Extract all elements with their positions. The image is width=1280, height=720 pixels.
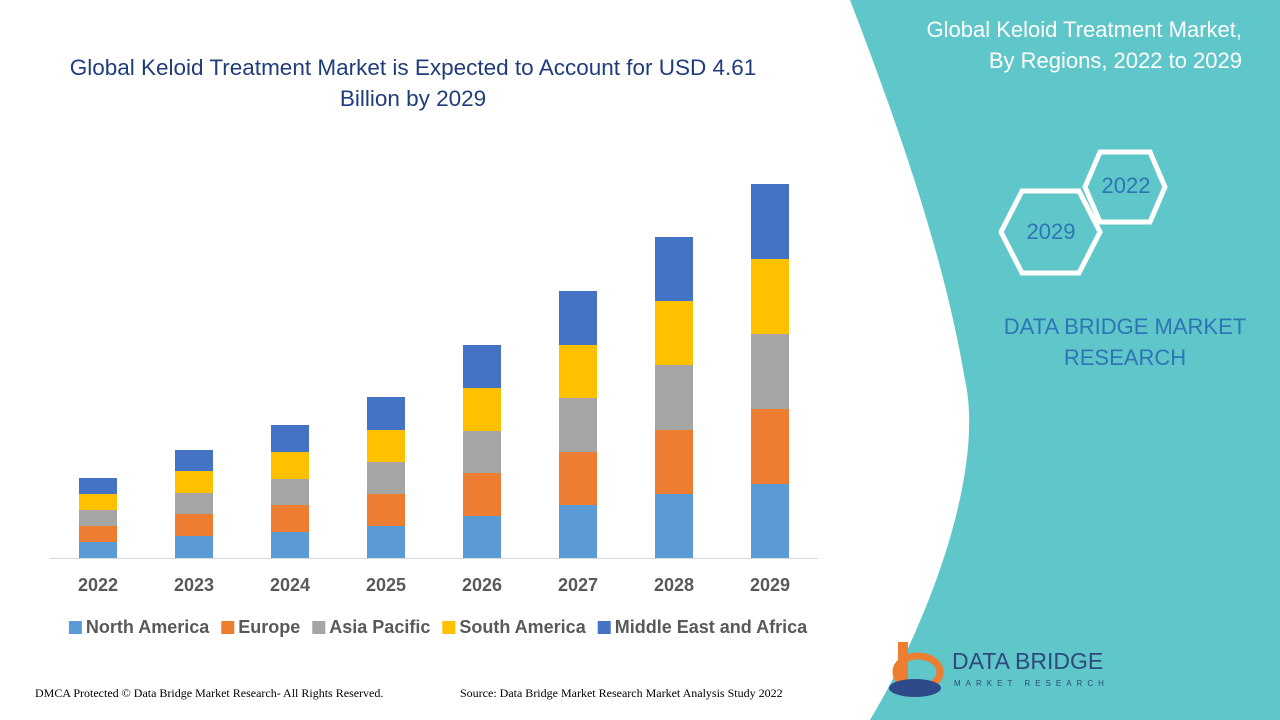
brand: DATA BRIDGE MARKET RESEARCH <box>1003 314 1247 370</box>
legend-label: Asia Pacific <box>329 617 430 637</box>
bar-segment <box>559 291 597 345</box>
bar-segment <box>751 184 789 259</box>
bar-segment <box>79 478 117 494</box>
hexagon <box>998 188 1103 276</box>
legend-label: North America <box>86 617 210 637</box>
bar-segment <box>79 526 117 542</box>
chart-title: Global Keloid Treatment Market is Expect… <box>69 55 757 111</box>
legend-swatch <box>312 621 326 634</box>
logo-mark <box>889 679 941 697</box>
bar-segment <box>463 431 501 473</box>
bar-segment <box>271 532 309 558</box>
footer-right: Source: Data Bridge Market Research Mark… <box>460 686 783 700</box>
bar-segment <box>271 505 309 532</box>
bar-segment <box>655 365 693 430</box>
legend-label: Europe <box>238 617 300 637</box>
bar-segment <box>751 334 789 409</box>
legend-swatch <box>442 621 456 634</box>
x-tick-label: 2026 <box>462 575 502 595</box>
x-tick-label: 2022 <box>78 575 118 595</box>
bar-segment <box>751 409 789 484</box>
logo-tagline: MARKET RESEARCH <box>954 679 1109 688</box>
bar-segment <box>559 345 597 398</box>
bar-segment <box>175 536 213 558</box>
x-tick-label: 2027 <box>558 575 598 595</box>
bar-segment <box>367 494 405 526</box>
bar-segment <box>367 397 405 430</box>
x-tick-label: 2024 <box>270 575 310 595</box>
bar-segment <box>559 452 597 505</box>
bar-segment <box>79 542 117 558</box>
bar-segment <box>463 473 501 516</box>
bar-segment <box>655 430 693 494</box>
logo-name: DATA BRIDGE <box>952 648 1103 674</box>
x-tick-label: 2029 <box>750 575 790 595</box>
legend-swatch <box>221 621 235 634</box>
hexagon-label: 2029 <box>1027 219 1076 244</box>
logo: DATA BRIDGE MARKET RESEARCH <box>889 642 1109 697</box>
bar-segment <box>175 450 213 471</box>
legend-label: Middle East and Africa <box>615 617 808 637</box>
bar-segment <box>367 430 405 462</box>
legend-swatch <box>597 621 611 634</box>
bar-segment <box>655 301 693 365</box>
footer-left: DMCA Protected © Data Bridge Market Rese… <box>35 686 384 700</box>
bar-segment <box>751 484 789 558</box>
bar-segment <box>367 462 405 494</box>
bar-segment <box>655 237 693 301</box>
bar-segment <box>79 494 117 510</box>
bar-segment <box>175 493 213 514</box>
bar-segment <box>559 505 597 558</box>
legend-swatch <box>68 621 82 634</box>
bar-segment <box>463 388 501 431</box>
bar-segment <box>655 494 693 558</box>
bar-segment <box>175 514 213 536</box>
bar-segment <box>271 425 309 452</box>
x-tick-label: 2023 <box>174 575 214 595</box>
side-title: Global Keloid Treatment Market, By Regio… <box>926 17 1242 73</box>
x-tick-label: 2028 <box>654 575 694 595</box>
bar-segment <box>559 398 597 452</box>
bar-segment <box>175 471 213 493</box>
legend-label: South America <box>459 617 586 637</box>
bar-segment <box>463 345 501 388</box>
x-tick-label: 2025 <box>366 575 406 595</box>
bar-segment <box>79 510 117 526</box>
bar-segment <box>271 479 309 505</box>
hexagon-label: 2022 <box>1102 173 1151 198</box>
bar-segment <box>751 259 789 334</box>
bar-segment <box>463 516 501 558</box>
bar-segment <box>367 526 405 558</box>
hexagon <box>1082 149 1168 225</box>
bar-segment <box>271 452 309 479</box>
side-panel <box>850 0 1280 720</box>
